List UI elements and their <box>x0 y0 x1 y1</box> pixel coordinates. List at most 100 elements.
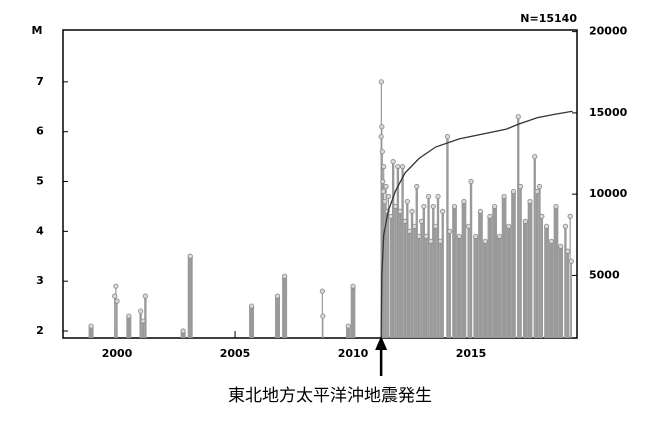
event-marker <box>88 323 94 329</box>
event-marker <box>138 308 144 314</box>
y-tick-label: 2 <box>36 324 44 337</box>
event-marker <box>456 233 462 239</box>
event-marker <box>113 283 119 289</box>
event-marker <box>567 213 573 219</box>
event-marker <box>487 213 493 219</box>
event-marker <box>553 203 559 210</box>
y-tick-label: 6 <box>36 125 44 138</box>
event-marker <box>451 203 458 210</box>
y2-tick-label: 10000 <box>589 187 628 200</box>
event-marker <box>407 228 413 234</box>
y2-tick-label: 20000 <box>589 25 628 38</box>
count-annotation: N=15140 <box>520 12 577 25</box>
arrow-label: 東北地方太平洋沖地震発生 <box>228 386 432 406</box>
arrow-head <box>375 336 388 350</box>
event-marker <box>418 218 425 224</box>
event-marker <box>461 198 467 205</box>
event-marker <box>392 203 399 210</box>
event-marker <box>112 293 118 299</box>
event-marker <box>402 218 408 224</box>
event-marker <box>404 198 410 205</box>
event-marker <box>562 223 569 229</box>
event-marker <box>437 238 443 244</box>
event-marker <box>425 193 432 200</box>
event-marker <box>319 288 325 294</box>
event-marker <box>506 223 512 229</box>
event-marker <box>416 233 422 239</box>
event-marker <box>496 233 502 239</box>
event-marker <box>385 193 392 200</box>
event-marker <box>395 163 401 170</box>
event-marker <box>527 198 533 205</box>
y-tick-label: 4 <box>36 224 44 237</box>
event-marker <box>388 213 394 219</box>
y2-tick-label: 5000 <box>589 268 620 281</box>
event-marker <box>282 273 288 279</box>
event-marker <box>381 163 387 170</box>
event-marker <box>433 223 439 229</box>
event-marker <box>411 223 417 229</box>
event-marker <box>558 243 564 249</box>
event-marker <box>435 193 441 200</box>
event-marker <box>466 223 472 229</box>
event-marker <box>534 188 540 195</box>
event-marker <box>515 114 521 120</box>
event-marker <box>447 228 453 234</box>
event-marker <box>536 183 543 190</box>
event-marker <box>378 134 384 140</box>
x-tick-label: 2005 <box>220 347 251 360</box>
event-marker <box>382 198 388 205</box>
event-marker <box>421 203 427 210</box>
event-marker <box>274 293 281 299</box>
event-marker <box>142 293 148 299</box>
x-tick-label: 2000 <box>102 347 133 360</box>
event-marker <box>543 223 550 229</box>
event-marker <box>510 188 517 195</box>
event-marker <box>380 178 386 185</box>
event-marker <box>345 323 351 329</box>
event-marker <box>350 283 356 289</box>
event-marker <box>539 213 545 219</box>
event-marker <box>397 208 403 215</box>
event-marker <box>444 134 451 140</box>
event-marker <box>565 248 571 254</box>
x-tick-label: 2015 <box>456 347 487 360</box>
event-marker <box>501 193 507 200</box>
event-marker <box>440 208 446 215</box>
event-marker <box>187 253 193 259</box>
event-marker <box>468 178 474 185</box>
event-marker <box>532 153 538 160</box>
x-tick-label: 2010 <box>338 347 369 360</box>
event-marker <box>477 208 484 215</box>
event-marker <box>430 203 436 210</box>
event-marker <box>379 149 385 155</box>
event-marker <box>248 303 255 309</box>
y2-tick-label: 15000 <box>589 106 628 119</box>
event-marker <box>548 238 554 244</box>
event-marker <box>383 183 389 190</box>
y-axis-label: M <box>32 24 43 37</box>
event-marker <box>379 124 385 130</box>
cumulative-line <box>380 110 573 338</box>
y-tick-label: 5 <box>36 175 44 188</box>
event-marker <box>320 313 326 319</box>
event-marker <box>399 163 406 170</box>
plot-frame <box>62 29 578 339</box>
event-marker <box>380 188 386 195</box>
event-marker <box>378 79 384 85</box>
event-marker <box>492 203 498 210</box>
y-tick-label: 7 <box>36 75 44 88</box>
event-marker <box>114 298 120 304</box>
event-marker <box>180 328 186 334</box>
event-marker <box>414 183 420 190</box>
event-marker <box>126 313 132 319</box>
event-marker <box>140 318 146 324</box>
event-marker <box>522 218 528 224</box>
event-marker <box>473 233 479 239</box>
event-marker <box>423 233 429 239</box>
y-tick-label: 3 <box>36 274 44 287</box>
event-marker <box>517 183 524 190</box>
event-marker <box>409 208 415 215</box>
event-marker <box>482 238 488 244</box>
